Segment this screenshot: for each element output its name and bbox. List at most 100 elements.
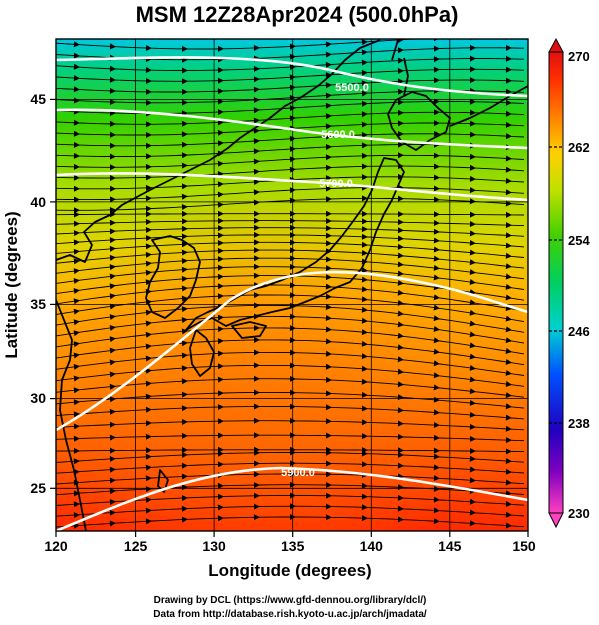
wind-arrowhead: [217, 98, 224, 105]
wind-arrowhead: [505, 110, 512, 117]
wind-arrowhead: [398, 163, 404, 170]
wind-arrowhead: [145, 243, 152, 250]
wind-arrowhead: [254, 313, 260, 320]
y-tick-40: 40: [30, 194, 46, 210]
wind-arrowhead: [145, 205, 152, 212]
wind-arrowhead: [145, 518, 152, 525]
wind-arrowhead: [145, 486, 152, 493]
wind-arrowhead: [145, 343, 152, 350]
wind-arrowhead: [109, 228, 116, 235]
wind-arrowhead: [325, 283, 332, 290]
wind-arrowhead: [470, 77, 476, 84]
wind-arrowhead: [433, 304, 440, 311]
colorbar-tick-246: 246: [568, 324, 590, 339]
wind-arrowhead: [290, 224, 296, 231]
wind-arrowhead: [73, 319, 80, 326]
wind-arrowhead: [361, 329, 368, 336]
wind-arrowhead: [325, 404, 332, 411]
wind-arrowhead: [109, 421, 116, 428]
wind-arrowhead: [290, 232, 296, 238]
wind-arrowhead: [110, 211, 116, 218]
wind-arrowhead: [505, 370, 512, 376]
colorbar-tick-230: 230: [568, 506, 590, 521]
coastline-china-east: [56, 299, 87, 531]
wind-arrowhead: [181, 495, 188, 502]
wind-arrowhead: [290, 432, 296, 439]
wind-arrowhead: [361, 69, 368, 76]
wind-arrowhead: [505, 121, 512, 128]
colorbar-tick-238: 238: [568, 416, 590, 431]
wind-arrowhead: [469, 131, 476, 138]
wind-arrowhead: [217, 247, 224, 254]
wind-arrowhead: [254, 362, 260, 369]
wind-arrowhead: [182, 45, 188, 52]
wind-arrowhead: [361, 378, 368, 385]
wind-arrowhead: [73, 75, 80, 82]
wind-arrowhead: [289, 325, 296, 332]
wind-arrowhead: [326, 210, 332, 217]
wind-arrowhead: [253, 117, 260, 124]
wind-arrowhead: [397, 321, 404, 328]
contour-labels: 5500.0 5600.0 5700.0 5900.0: [281, 82, 369, 479]
wind-arrowhead: [397, 462, 404, 469]
wind-arrowhead: [181, 152, 188, 159]
wind-arrowhead: [218, 446, 224, 453]
wind-arrowhead: [217, 504, 224, 511]
wind-arrowhead: [325, 350, 332, 357]
wind-arrowhead: [254, 255, 260, 262]
wind-arrowhead: [289, 146, 296, 152]
wind-arrowhead: [433, 56, 440, 63]
wind-arrowhead: [361, 391, 368, 398]
wind-arrowhead: [433, 77, 440, 84]
wind-arrowhead: [505, 200, 512, 207]
wind-arrowhead: [361, 433, 368, 440]
wind-arrowhead: [361, 80, 368, 87]
wind-arrowhead: [469, 153, 476, 160]
wind-arrowhead: [326, 482, 332, 488]
wind-arrowhead: [505, 414, 512, 421]
wind-arrowhead: [289, 84, 296, 91]
coastline-kurils: [449, 85, 528, 127]
wind-arrowhead: [217, 129, 224, 136]
wind-arrowhead: [181, 317, 188, 323]
y-tick-labels: 25 30 35 40 45: [30, 91, 46, 496]
wind-arrowhead: [326, 492, 332, 499]
wind-arrowhead: [218, 45, 224, 52]
wind-arrowhead: [469, 187, 476, 194]
contour-line-5700: [56, 172, 528, 202]
wind-arrowhead: [361, 504, 368, 511]
wind-arrowhead: [73, 41, 80, 48]
wind-arrowhead: [325, 154, 332, 161]
wind-arrowhead: [361, 340, 368, 347]
wind-arrowhead: [73, 341, 80, 348]
wind-arrowhead: [325, 376, 332, 383]
wind-arrowhead: [397, 516, 404, 523]
wind-arrowhead: [217, 314, 224, 321]
wind-arrowhead: [397, 261, 404, 268]
wind-arrowhead: [505, 222, 512, 229]
wind-arrowhead: [74, 211, 80, 218]
wind-arrowhead: [433, 228, 440, 235]
wind-arrowhead: [181, 120, 188, 127]
wind-arrowhead: [254, 263, 260, 270]
wind-arrowhead: [505, 326, 512, 333]
wind-arrowhead: [146, 88, 152, 95]
wind-arrowhead: [397, 243, 404, 250]
wind-arrowhead: [325, 418, 332, 425]
wind-arrowhead: [470, 44, 476, 51]
wind-arrowhead: [289, 187, 296, 194]
colorbar-scale: [548, 51, 564, 514]
wind-arrowhead: [145, 260, 152, 267]
wind-arrowhead: [469, 435, 476, 442]
wind-arrowhead: [397, 505, 404, 512]
wind-arrowhead: [289, 74, 296, 81]
wind-arrowhead: [433, 360, 440, 367]
wind-arrowhead: [469, 423, 476, 430]
wind-arrowhead: [253, 45, 260, 51]
wind-arrowhead: [361, 174, 368, 181]
wind-arrowhead: [325, 92, 332, 99]
coastline-korea: [145, 235, 201, 319]
wind-arrowhead: [73, 141, 80, 148]
wind-arrowhead: [109, 325, 116, 331]
